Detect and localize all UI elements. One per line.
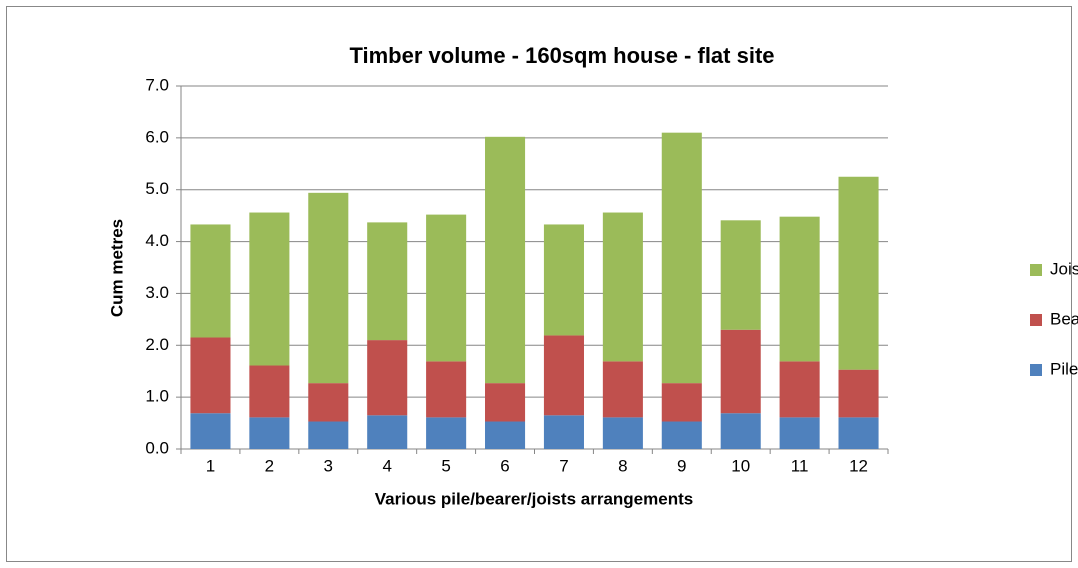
chart-title: Timber volume - 160sqm house - flat site bbox=[349, 43, 774, 68]
y-tick-label: 0.0 bbox=[145, 438, 169, 457]
bar-segment bbox=[485, 421, 526, 449]
bar-segment bbox=[543, 224, 584, 336]
y-axis-label: Cum metres bbox=[107, 219, 126, 317]
bar-segment bbox=[367, 222, 408, 341]
y-tick-label: 3.0 bbox=[145, 283, 169, 302]
bar-segment bbox=[720, 413, 761, 449]
x-tick-label: 4 bbox=[382, 456, 391, 475]
x-tick-label: 2 bbox=[265, 456, 274, 475]
x-tick-label: 6 bbox=[500, 456, 509, 475]
y-tick-label: 1.0 bbox=[145, 387, 169, 406]
x-tick-label: 8 bbox=[618, 456, 627, 475]
y-tick-label: 5.0 bbox=[145, 179, 169, 198]
bar-segment bbox=[485, 383, 526, 422]
x-tick-label: 7 bbox=[559, 456, 568, 475]
bar-segment bbox=[308, 192, 349, 384]
x-tick-label: 10 bbox=[731, 456, 750, 475]
bar-segment bbox=[485, 136, 526, 384]
y-tick-label: 7.0 bbox=[145, 75, 169, 94]
bar-segment bbox=[367, 340, 408, 416]
x-tick-label: 5 bbox=[441, 456, 450, 475]
bar-segment bbox=[720, 220, 761, 330]
bar-segment bbox=[190, 413, 231, 449]
bar-segment bbox=[426, 361, 467, 418]
x-tick-label: 1 bbox=[206, 456, 215, 475]
x-tick-label: 3 bbox=[324, 456, 333, 475]
bar-segment bbox=[838, 369, 879, 418]
bar-segment bbox=[602, 417, 643, 449]
x-tick-label: 12 bbox=[849, 456, 868, 475]
bar-segment bbox=[426, 417, 467, 449]
bar-segment bbox=[543, 415, 584, 449]
bar-segment bbox=[779, 361, 820, 418]
legend-swatch bbox=[1030, 364, 1042, 376]
bar-segment bbox=[661, 421, 702, 449]
bar-segment bbox=[190, 337, 231, 414]
legend-label: Bearers bbox=[1050, 309, 1078, 328]
chart-frame bbox=[6, 6, 1072, 562]
bar-segment bbox=[661, 132, 702, 384]
legend-label: Piles bbox=[1050, 359, 1078, 378]
bar-segment bbox=[190, 224, 231, 338]
bar-segment bbox=[602, 212, 643, 362]
bar-segment bbox=[249, 365, 290, 418]
x-tick-label: 9 bbox=[677, 456, 686, 475]
bar-segment bbox=[308, 383, 349, 422]
legend-swatch bbox=[1030, 314, 1042, 326]
legend-label: Joists bbox=[1050, 259, 1078, 278]
bar-segment bbox=[720, 329, 761, 414]
bar-segment bbox=[367, 415, 408, 449]
y-tick-label: 2.0 bbox=[145, 335, 169, 354]
bar-segment bbox=[249, 212, 290, 366]
bar-segment bbox=[838, 417, 879, 449]
bar-segment bbox=[308, 421, 349, 449]
bar-segment bbox=[426, 214, 467, 362]
bar-segment bbox=[543, 335, 584, 416]
bar-segment bbox=[249, 417, 290, 449]
y-tick-label: 6.0 bbox=[145, 127, 169, 146]
bar-segment bbox=[602, 361, 643, 418]
x-axis-label: Various pile/bearer/joists arrangements bbox=[375, 489, 693, 508]
bar-segment bbox=[661, 383, 702, 422]
y-tick-label: 4.0 bbox=[145, 231, 169, 250]
bar-segment bbox=[779, 216, 820, 362]
bar-segment bbox=[838, 176, 879, 370]
legend-swatch bbox=[1030, 264, 1042, 276]
x-tick-label: 11 bbox=[791, 456, 809, 475]
bar-segment bbox=[779, 417, 820, 449]
